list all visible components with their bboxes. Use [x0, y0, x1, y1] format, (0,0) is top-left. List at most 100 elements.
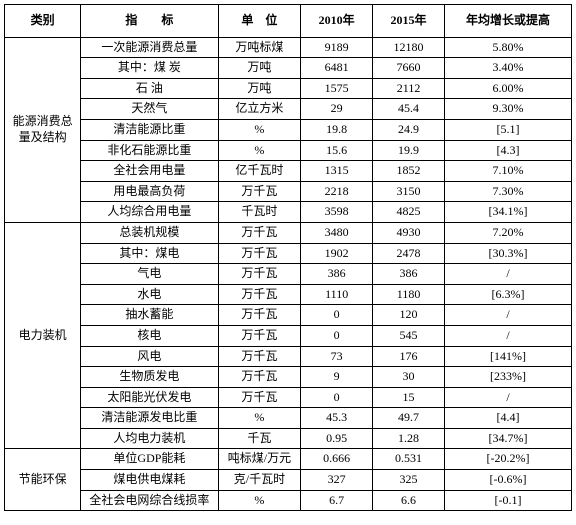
y2010-cell: 1575: [301, 78, 373, 99]
unit-cell: 万千瓦: [218, 325, 301, 346]
indicator-cell: 风电: [81, 346, 219, 367]
y2015-cell: 2112: [373, 78, 445, 99]
indicator-cell: 单位GDP能耗: [81, 449, 219, 470]
growth-cell: [5.1]: [445, 119, 572, 140]
growth-cell: /: [445, 387, 572, 408]
category-cell: 电力装机: [5, 222, 81, 449]
y2015-cell: 2478: [373, 243, 445, 264]
table-row: 其中：煤 炭万吨648176603.40%: [5, 58, 572, 79]
indicator-cell: 一次能源消费总量: [81, 37, 219, 58]
unit-cell: 万千瓦: [218, 367, 301, 388]
y2010-cell: 15.6: [301, 140, 373, 161]
indicator-cell: 人均电力装机: [81, 428, 219, 449]
indicator-cell: 天然气: [81, 99, 219, 120]
table-row: 用电最高负荷万千瓦221831507.30%: [5, 181, 572, 202]
y2010-cell: 6481: [301, 58, 373, 79]
y2015-cell: 19.9: [373, 140, 445, 161]
growth-cell: /: [445, 305, 572, 326]
y2015-cell: 176: [373, 346, 445, 367]
table-row: 太阳能光伏发电万千瓦015/: [5, 387, 572, 408]
unit-cell: 万吨标煤: [218, 37, 301, 58]
y2015-cell: 24.9: [373, 119, 445, 140]
header-indicator: 指 标: [81, 5, 219, 38]
unit-cell: 万千瓦: [218, 243, 301, 264]
y2015-cell: 45.4: [373, 99, 445, 120]
unit-cell: 克/千瓦时: [218, 470, 301, 491]
indicator-cell: 生物质发电: [81, 367, 219, 388]
header-2010: 2010年: [301, 5, 373, 38]
growth-cell: [-0.1]: [445, 490, 572, 511]
category-cell: 能源消费总量及结构: [5, 37, 81, 222]
y2015-cell: 30: [373, 367, 445, 388]
growth-cell: [233%]: [445, 367, 572, 388]
indicator-cell: 全社会电网综合线损率: [81, 490, 219, 511]
y2015-cell: 545: [373, 325, 445, 346]
indicator-cell: 煤电供电煤耗: [81, 470, 219, 491]
growth-cell: 3.40%: [445, 58, 572, 79]
indicator-cell: 用电最高负荷: [81, 181, 219, 202]
y2010-cell: 6.7: [301, 490, 373, 511]
table-row: 气电万千瓦386386/: [5, 264, 572, 285]
y2015-cell: 6.6: [373, 490, 445, 511]
y2010-cell: 0: [301, 305, 373, 326]
table-row: 核电万千瓦0545/: [5, 325, 572, 346]
y2010-cell: 1110: [301, 284, 373, 305]
unit-cell: 千瓦时: [218, 202, 301, 223]
growth-cell: [141%]: [445, 346, 572, 367]
y2010-cell: 3480: [301, 222, 373, 243]
y2010-cell: 0: [301, 325, 373, 346]
unit-cell: 亿千瓦时: [218, 161, 301, 182]
table-row: 其中：煤电万千瓦19022478[30.3%]: [5, 243, 572, 264]
table-row: 人均电力装机千瓦0.951.28[34.7%]: [5, 428, 572, 449]
y2015-cell: 12180: [373, 37, 445, 58]
y2015-cell: 7660: [373, 58, 445, 79]
y2015-cell: 0.531: [373, 449, 445, 470]
unit-cell: 吨标煤/万元: [218, 449, 301, 470]
y2010-cell: 9: [301, 367, 373, 388]
table-row: 风电万千瓦73176[141%]: [5, 346, 572, 367]
y2010-cell: 2218: [301, 181, 373, 202]
y2015-cell: 325: [373, 470, 445, 491]
unit-cell: %: [218, 408, 301, 429]
header-unit: 单 位: [218, 5, 301, 38]
y2010-cell: 0.95: [301, 428, 373, 449]
table-header-row: 类别 指 标 单 位 2010年 2015年 年均增长或提高: [5, 5, 572, 38]
growth-cell: 7.30%: [445, 181, 572, 202]
y2015-cell: 4825: [373, 202, 445, 223]
table-row: 节能环保单位GDP能耗吨标煤/万元0.6660.531[-20.2%]: [5, 449, 572, 470]
table-row: 清洁能源发电比重%45.349.7[4.4]: [5, 408, 572, 429]
growth-cell: [4.4]: [445, 408, 572, 429]
y2010-cell: 73: [301, 346, 373, 367]
indicator-cell: 总装机规模: [81, 222, 219, 243]
indicator-cell: 石 油: [81, 78, 219, 99]
y2010-cell: 0.666: [301, 449, 373, 470]
growth-cell: /: [445, 264, 572, 285]
table-row: 能源消费总量及结构一次能源消费总量万吨标煤9189121805.80%: [5, 37, 572, 58]
table-row: 人均综合用电量千瓦时35984825[34.1%]: [5, 202, 572, 223]
growth-cell: [4.3]: [445, 140, 572, 161]
unit-cell: 千瓦: [218, 428, 301, 449]
growth-cell: [-0.6%]: [445, 470, 572, 491]
y2010-cell: 1315: [301, 161, 373, 182]
table-row: 天然气亿立方米2945.49.30%: [5, 99, 572, 120]
growth-cell: [-20.2%]: [445, 449, 572, 470]
y2010-cell: 386: [301, 264, 373, 285]
indicator-cell: 非化石能源比重: [81, 140, 219, 161]
unit-cell: 万吨: [218, 58, 301, 79]
y2015-cell: 3150: [373, 181, 445, 202]
table-row: 水电万千瓦11101180[6.3%]: [5, 284, 572, 305]
indicator-cell: 其中：煤电: [81, 243, 219, 264]
table-body: 能源消费总量及结构一次能源消费总量万吨标煤9189121805.80%其中：煤 …: [5, 37, 572, 511]
table-row: 全社会电网综合线损率%6.76.6[-0.1]: [5, 490, 572, 511]
growth-cell: [6.3%]: [445, 284, 572, 305]
unit-cell: 万千瓦: [218, 264, 301, 285]
table-row: 煤电供电煤耗克/千瓦时327325[-0.6%]: [5, 470, 572, 491]
growth-cell: [34.7%]: [445, 428, 572, 449]
growth-cell: 7.20%: [445, 222, 572, 243]
table-row: 抽水蓄能万千瓦0120/: [5, 305, 572, 326]
growth-cell: 6.00%: [445, 78, 572, 99]
growth-cell: [34.1%]: [445, 202, 572, 223]
y2010-cell: 19.8: [301, 119, 373, 140]
unit-cell: 万千瓦: [218, 284, 301, 305]
table-row: 电力装机总装机规模万千瓦348049307.20%: [5, 222, 572, 243]
